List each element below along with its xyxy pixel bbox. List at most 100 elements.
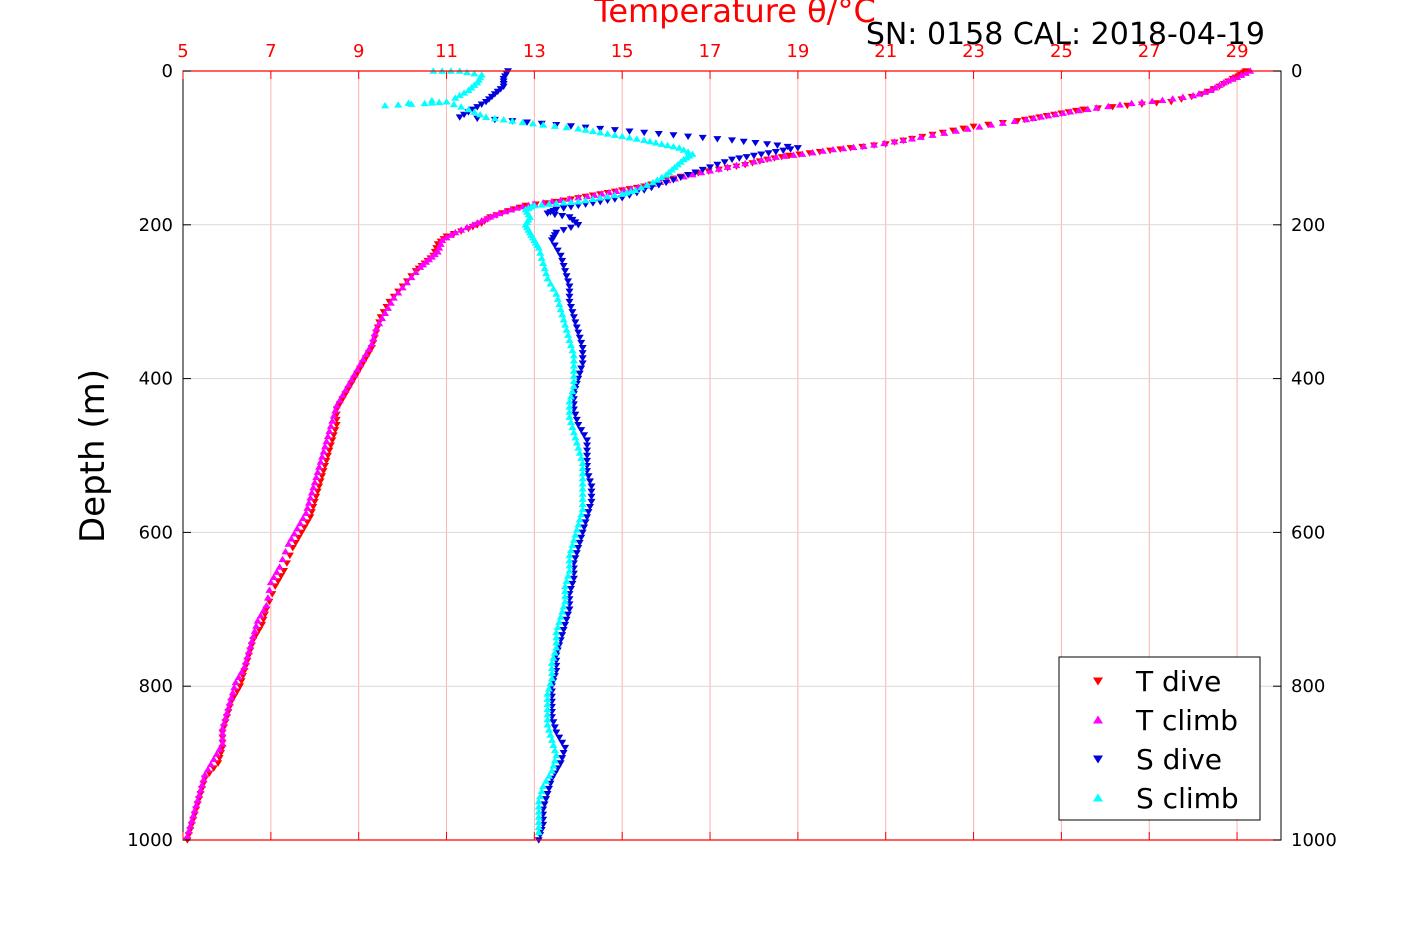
data-point [407,100,416,107]
data-point [309,483,318,491]
data-point [571,555,580,562]
data-point [566,392,575,400]
data-point [663,141,672,149]
data-point [1168,95,1177,102]
data-point [240,663,249,670]
data-point [341,386,350,393]
data-point [839,144,848,152]
data-point [249,632,258,640]
data-point [259,606,268,614]
legend: T dive T climb S dive S climb [1058,656,1261,821]
data-point [547,669,556,677]
data-point [597,190,606,197]
data-point [389,294,398,301]
data-point [684,133,693,140]
data-point [798,150,807,157]
data-point [534,828,543,836]
data-point [584,509,593,516]
data-point [1195,90,1204,97]
data-point [486,213,495,220]
data-point [669,132,678,139]
data-point [546,280,555,287]
data-point [574,521,583,528]
data-point [383,304,392,311]
data-point [566,204,575,211]
data-point [518,118,527,126]
data-point [553,623,562,631]
data-point [209,755,218,763]
data-point [446,231,455,238]
data-point [577,339,586,347]
data-point [537,201,546,208]
data-point [561,744,570,752]
data-point [547,237,556,244]
data-point [559,627,568,634]
data-point [1206,86,1215,94]
data-point [463,68,472,76]
data-point [757,151,766,158]
data-point [578,474,587,482]
data-point [1148,97,1157,105]
data-point [319,448,328,455]
data-point [547,674,556,682]
data-point [1224,77,1233,84]
data-point [574,222,583,229]
legend-box [1058,656,1261,821]
y-tick-label-left: 200 [139,215,173,236]
data-point [299,514,308,522]
y-axis-ticks: 0 0 200 200 400 400 600 600 800 800 1000 1000 [127,61,1337,851]
data-point [575,539,584,547]
data-point [764,150,773,157]
data-point [318,453,327,460]
data-point [569,362,578,369]
data-point [566,198,575,206]
data-point [569,377,578,384]
data-point [578,360,587,367]
data-point [779,147,788,155]
data-point [571,319,580,326]
data-point [543,695,552,702]
data-point [545,685,553,692]
data-point [215,745,224,752]
data-point [742,154,751,161]
data-point [1079,106,1088,114]
data-point [574,125,583,132]
data-point [571,411,580,419]
data-point [786,146,795,153]
data-point [543,721,552,728]
data-point [293,524,302,532]
data-point [596,128,605,136]
data-point [577,534,586,542]
data-point [1036,113,1045,120]
data-point [569,382,578,390]
data-point [697,168,706,176]
x-tick-label: 7 [265,41,276,62]
data-point [482,215,491,222]
data-point [543,275,552,282]
data-point [562,123,571,131]
data-point [572,550,581,557]
data-point [203,765,212,773]
data-point [350,371,359,378]
data-point [561,587,570,595]
data-point [559,205,568,212]
x-tick-label: 9 [353,41,364,62]
x-tick-label: 29 [1226,41,1249,62]
data-point [669,143,678,150]
y-tick-label-left: 0 [162,61,173,82]
data-point [362,350,370,358]
data-point [304,499,313,506]
data-point [1219,78,1228,86]
data-point [565,293,574,301]
data-point [359,355,368,363]
data-point [577,365,586,372]
data-point [899,136,908,144]
data-point [284,540,293,547]
data-point [375,319,384,327]
data-point [369,335,378,342]
data-point [455,114,464,121]
y-tick-label-left: 600 [139,522,173,543]
chart-title: Temperature θ/°C [593,0,876,30]
data-point [394,289,403,296]
data-point [569,575,578,583]
